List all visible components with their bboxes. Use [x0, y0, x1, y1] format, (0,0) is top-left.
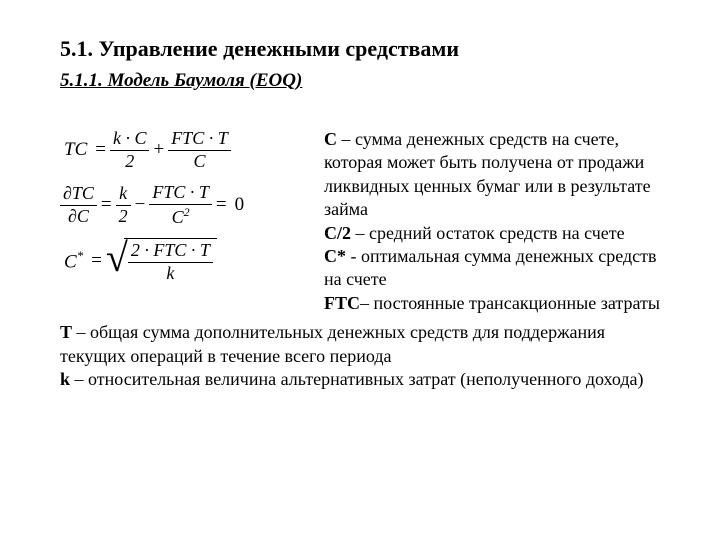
section-heading: 5.1. Управление денежными средствами — [60, 36, 660, 62]
def-k: k – относительная величина альтернативны… — [60, 368, 660, 391]
def-cstar: С* - оптимальная сумма денежных средств … — [324, 245, 660, 292]
formula-derivative: ∂TC ∂C = k 2 − FTC · T C2 = 0 — [60, 182, 300, 228]
formula-cstar: C* = √ 2 · FTC · T k — [60, 238, 300, 284]
formula-block: TC = k · C 2 + FTC · T C ∂TC ∂C = k — [60, 128, 300, 315]
content-row: TC = k · C 2 + FTC · T C ∂TC ∂C = k — [60, 128, 660, 315]
definitions-right: С – сумма денежных средств на счете, кот… — [324, 128, 660, 315]
formula-tc: TC = k · C 2 + FTC · T C — [60, 128, 300, 172]
def-c: С – сумма денежных средств на счете, кот… — [324, 128, 660, 222]
def-ftc: FTC– постоянные трансакционные затраты — [324, 292, 660, 315]
definitions-bottom: Т – общая сумма дополнительных денежных … — [60, 321, 660, 391]
def-t: Т – общая сумма дополнительных денежных … — [60, 321, 660, 368]
def-c2: С/2 – средний остаток средств на счете — [324, 222, 660, 245]
subsection-heading: 5.1.1. Модель Баумоля (EOQ) — [60, 70, 660, 92]
